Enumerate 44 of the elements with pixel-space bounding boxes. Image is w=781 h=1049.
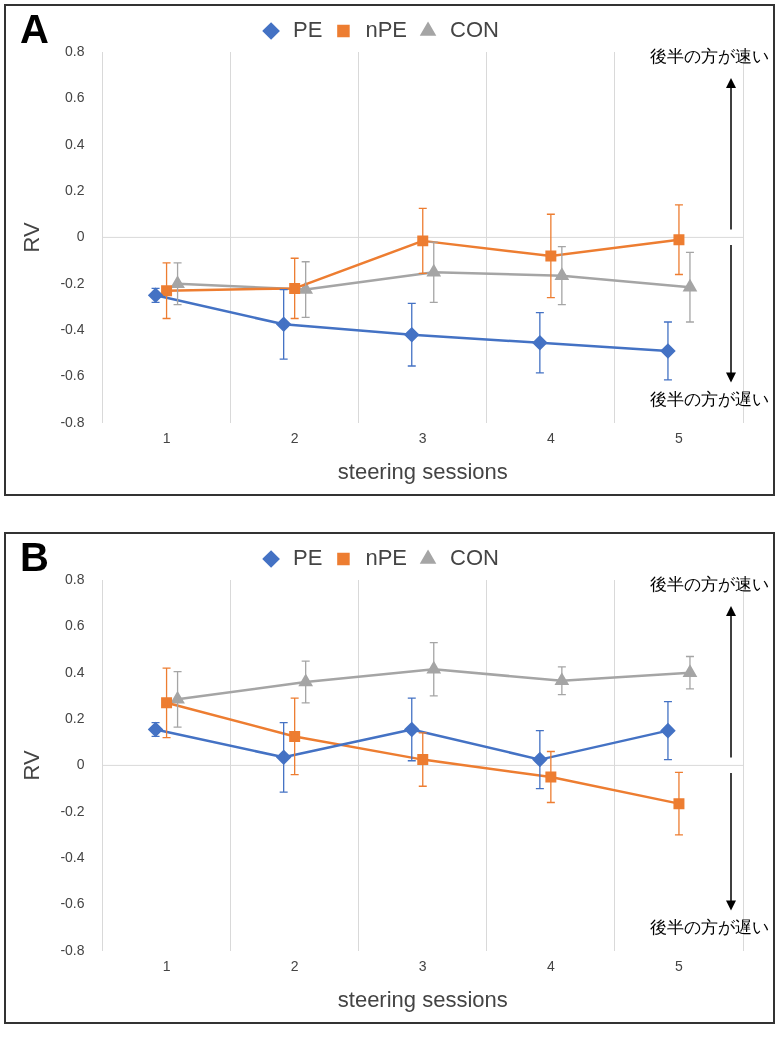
legend-label: nPE	[365, 17, 408, 43]
y-tick-label: 0.2	[65, 181, 85, 198]
y-tick-label: -0.8	[60, 941, 85, 958]
annotation: 後半の方が速い	[650, 46, 769, 67]
x-tick-label: 1	[162, 430, 171, 447]
y-tick-label: 0.8	[65, 42, 85, 59]
y-axis-title: RV	[19, 222, 45, 253]
x-tick-label: 4	[546, 958, 555, 975]
y-tick-label: -0.6	[60, 367, 85, 384]
y-tick-label: 0.4	[65, 135, 85, 152]
legend-label: CON	[450, 17, 499, 43]
y-tick-label: -0.4	[60, 848, 85, 865]
x-tick-label: 2	[290, 430, 299, 447]
chart-title: A	[20, 7, 49, 52]
y-tick-label: -0.2	[60, 274, 85, 291]
x-tick-label: 5	[675, 958, 684, 975]
y-tick-label: -0.2	[60, 802, 85, 819]
x-tick-label: 5	[675, 430, 684, 447]
legend-label: PE	[293, 17, 323, 43]
annotation: 後半の方が遅い	[650, 917, 769, 938]
y-tick-label: -0.8	[60, 413, 85, 430]
legend-label: nPE	[365, 545, 408, 571]
x-tick-label: 3	[418, 430, 427, 447]
chart-title: B	[20, 535, 49, 580]
legend-label: CON	[450, 545, 499, 571]
y-tick-label: 0.4	[65, 663, 85, 680]
x-tick-label: 2	[290, 958, 299, 975]
y-tick-label: 0	[76, 228, 85, 245]
y-tick-label: 0.2	[65, 709, 85, 726]
y-tick-label: 0.6	[65, 617, 85, 634]
legend-label: PE	[293, 545, 323, 571]
x-tick-label: 1	[162, 958, 171, 975]
y-tick-label: -0.6	[60, 895, 85, 912]
annotation: 後半の方が遅い	[650, 389, 769, 410]
y-axis-title: RV	[19, 750, 45, 781]
annotation: 後半の方が速い	[650, 574, 769, 595]
x-axis-title: steering sessions	[337, 458, 508, 484]
y-tick-label: 0	[76, 756, 85, 773]
y-tick-label: 0.8	[65, 570, 85, 587]
y-tick-label: 0.6	[65, 89, 85, 106]
x-axis-title: steering sessions	[337, 986, 508, 1012]
y-tick-label: -0.4	[60, 320, 85, 337]
x-tick-label: 3	[418, 958, 427, 975]
x-tick-label: 4	[546, 430, 555, 447]
